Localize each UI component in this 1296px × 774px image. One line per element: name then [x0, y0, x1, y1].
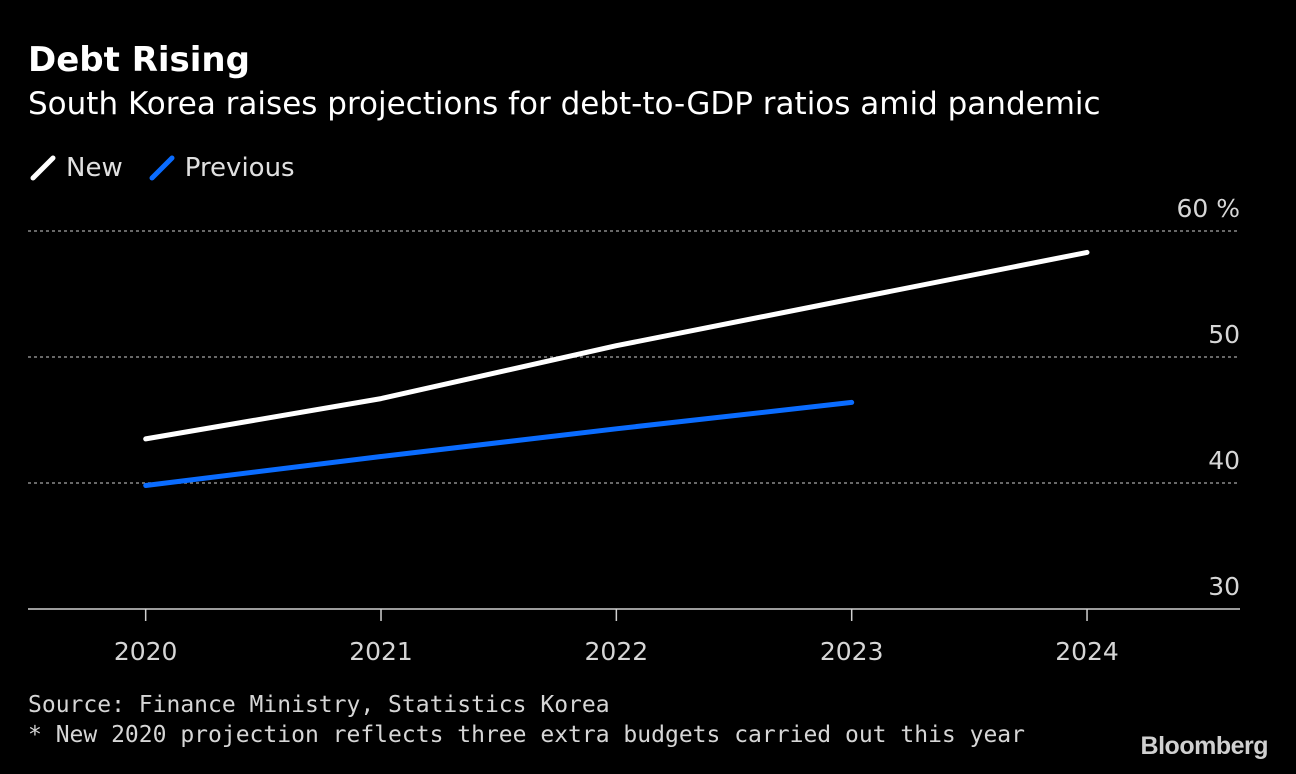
footnote: * New 2020 projection reflects three ext…	[28, 722, 1025, 748]
y-tick-label-60: 60 %	[1176, 194, 1240, 223]
series-line-previous	[143, 399, 855, 488]
y-tick-label-40: 40	[1208, 446, 1240, 475]
x-tick-label-2024: 2024	[1055, 637, 1119, 666]
x-tick-label-2020: 2020	[114, 637, 178, 666]
chart-legend: New Previous	[28, 150, 319, 186]
legend-item-new: New	[28, 153, 123, 183]
y-tick-label-30: 30	[1208, 572, 1240, 601]
legend-label-previous: Previous	[184, 153, 295, 183]
bloomberg-logo: Bloomberg	[1140, 732, 1269, 760]
x-tick-label-2021: 2021	[349, 637, 413, 666]
y-tick-label-50: 50	[1208, 320, 1240, 349]
x-tick-label-2022: 2022	[585, 637, 649, 666]
legend-swatch-previous	[149, 155, 175, 181]
legend-item-previous: Previous	[147, 153, 295, 183]
x-tick-label-2023: 2023	[820, 637, 884, 666]
chart-title: Debt Rising	[28, 40, 250, 80]
legend-swatch-new	[30, 155, 56, 181]
legend-label-new: New	[66, 153, 123, 183]
chart-subtitle: South Korea raises projections for debt-…	[28, 86, 1101, 122]
source-note: Source: Finance Ministry, Statistics Kor…	[28, 692, 610, 718]
